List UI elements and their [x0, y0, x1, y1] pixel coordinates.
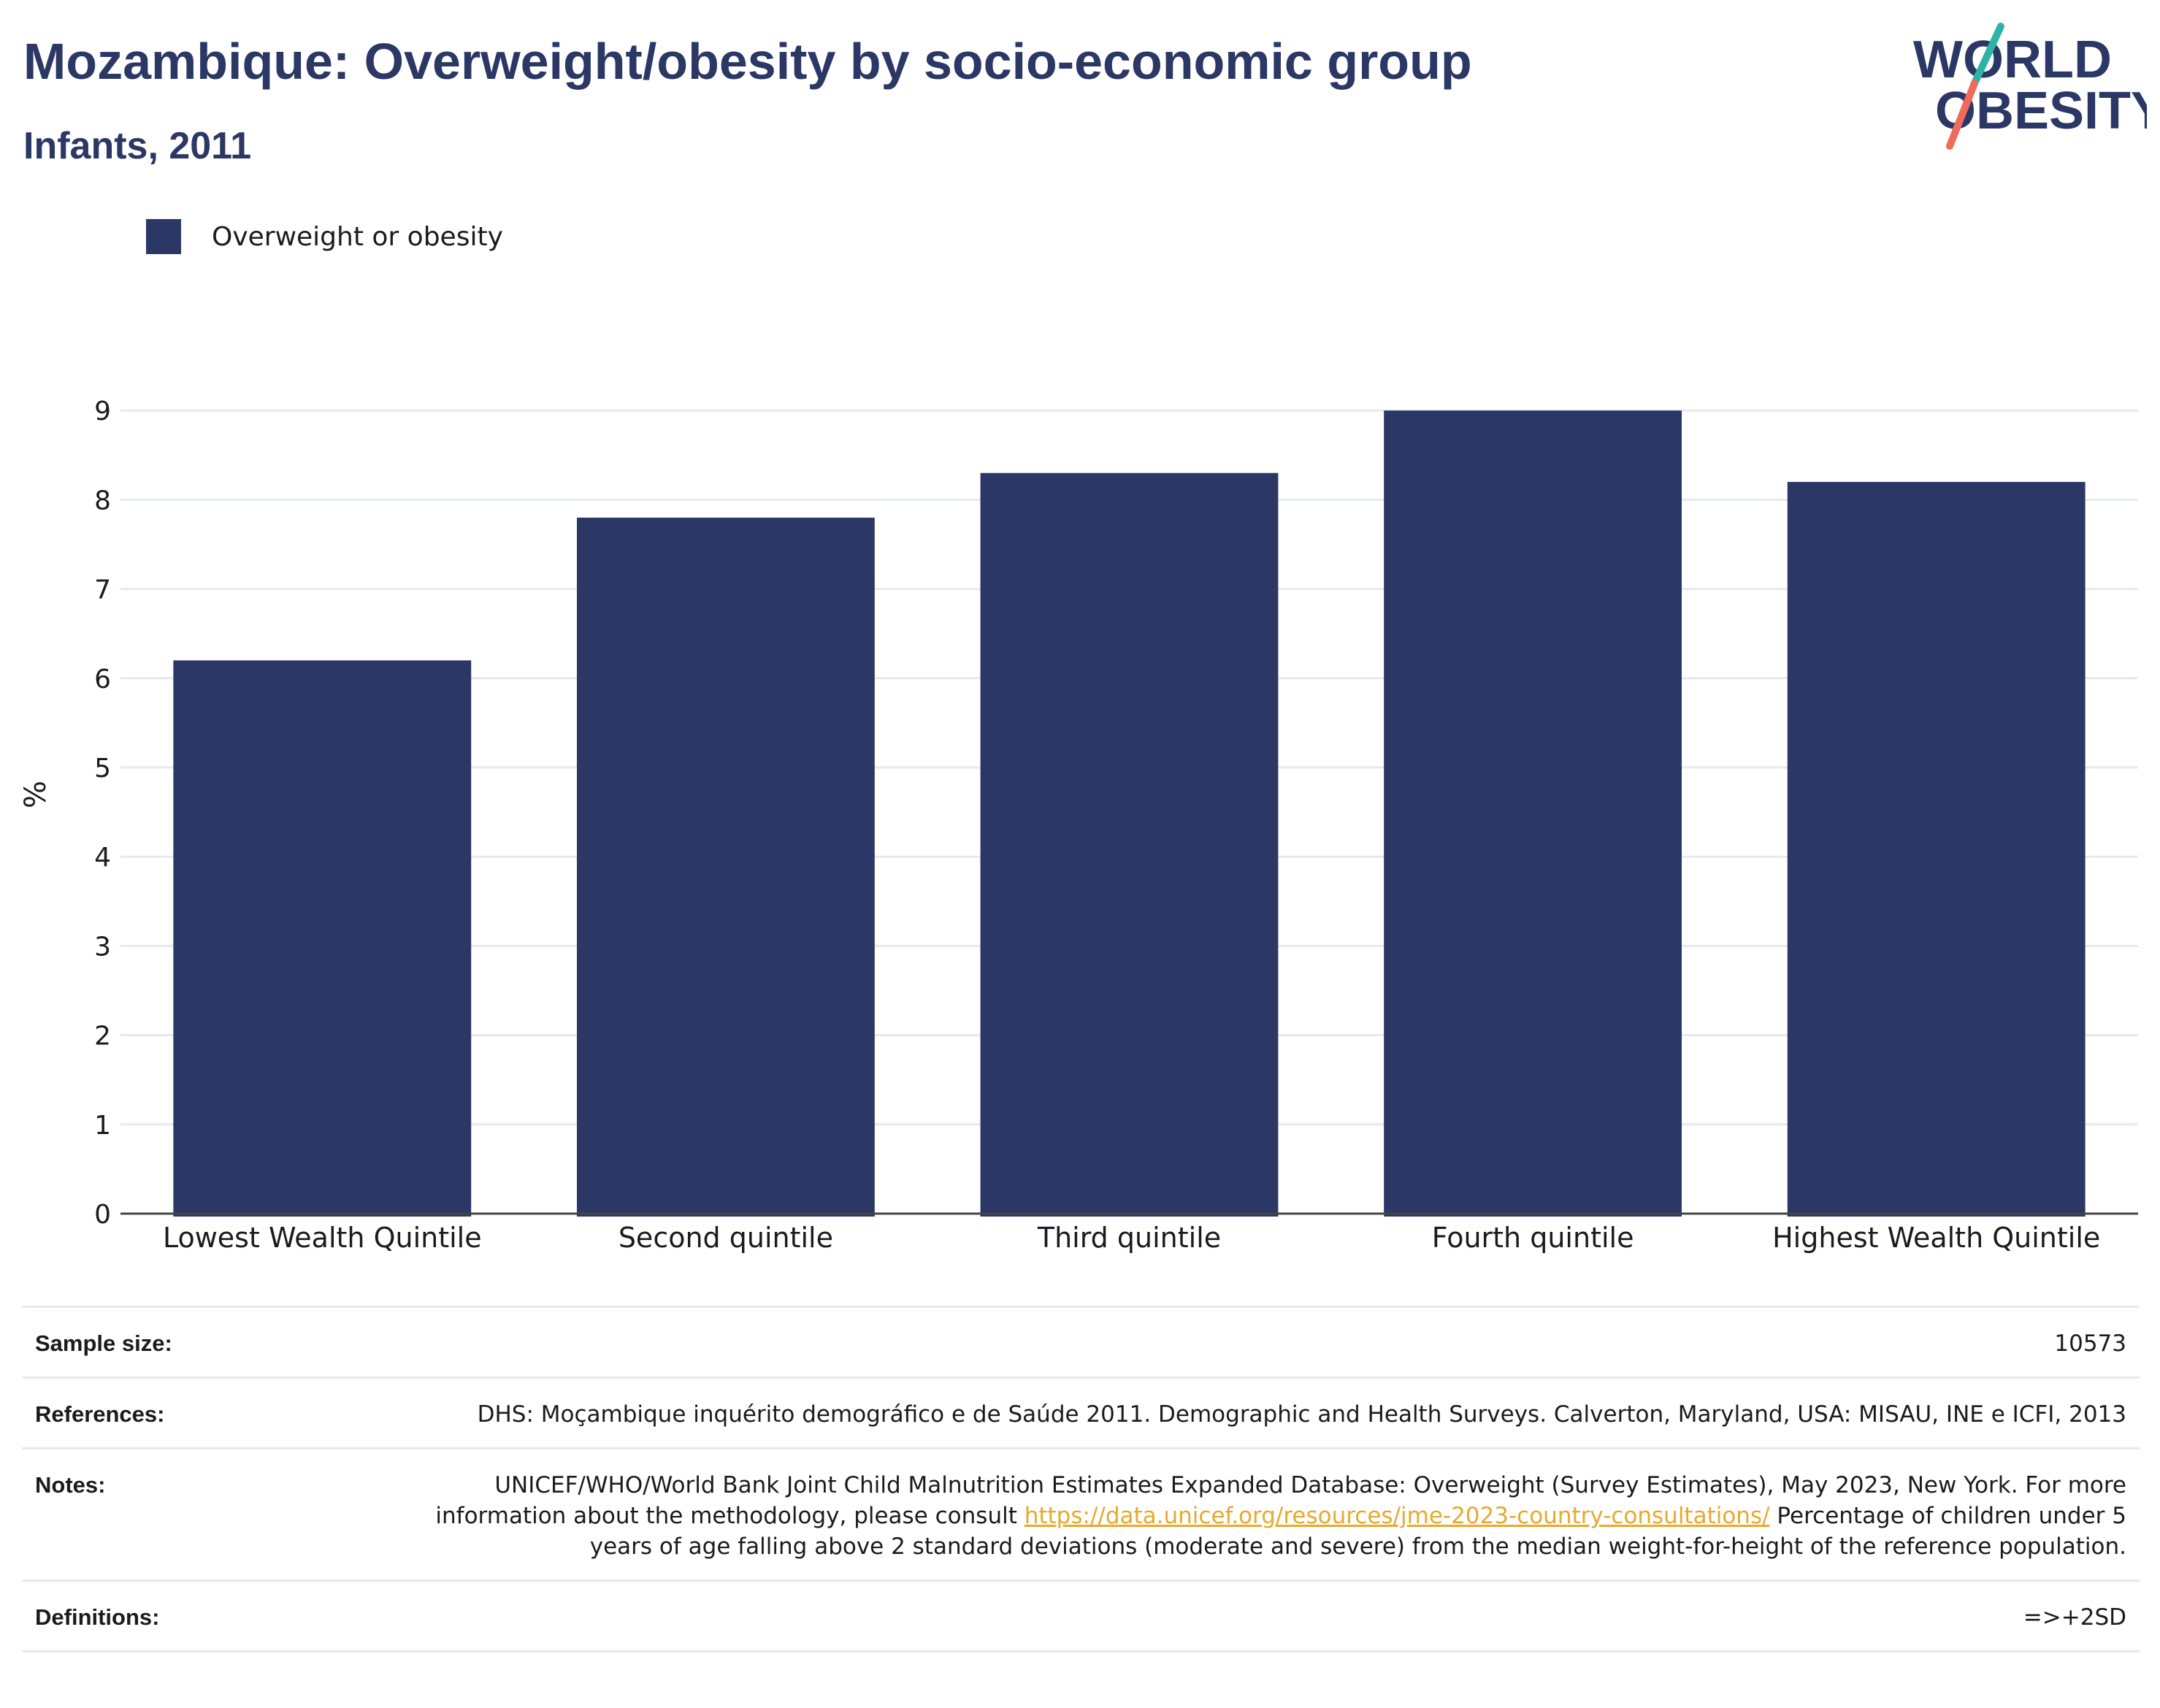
bar-highest-wealth-quintile: [1787, 481, 2086, 1217]
logo-slash-teal: [1971, 23, 2004, 87]
x-tick-label: Lowest Wealth Quintile: [163, 1222, 482, 1254]
y-tick-label: 6: [94, 665, 111, 694]
y-tick-label: 7: [94, 575, 111, 605]
sample-size-row: Sample size: 10573: [22, 1306, 2140, 1376]
logo-slash-coral: [1946, 80, 1978, 150]
bar-fourth-quintile: [1384, 410, 1682, 1217]
y-tick-label: 0: [94, 1200, 111, 1230]
legend-swatch: [146, 219, 181, 254]
y-tick-label: 4: [94, 843, 111, 873]
definitions-row: Definitions: =>+2SD: [22, 1579, 2140, 1653]
chart-title: Mozambique: Overweight/obesity by socio-…: [23, 33, 1472, 90]
notes-row: Notes: UNICEF/WHO/World Bank Joint Child…: [22, 1447, 2140, 1579]
x-tick-label: Second quintile: [618, 1222, 833, 1254]
x-tick-label: Highest Wealth Quintile: [1772, 1222, 2100, 1254]
notes-text-2: Percentage of children under 5 years of …: [589, 1503, 2126, 1560]
y-tick-label: 1: [94, 1111, 111, 1141]
y-tick-label: 8: [94, 486, 111, 516]
axes: 0 1 2 3 4 5 6 7 8 9 Lowest Wealth Quintile Second q…: [19, 397, 2138, 1254]
y-tick-label: 5: [94, 754, 111, 784]
sample-size-value: 10573: [2054, 1330, 2126, 1357]
chart-subtitle: Infants, 2011: [23, 125, 252, 167]
notes-label: Notes:: [35, 1472, 106, 1498]
bar-lowest-wealth-quintile: [173, 660, 472, 1217]
references-row: References: DHS: Moçambique inquérito de…: [22, 1376, 2140, 1447]
notes-value: UNICEF/WHO/World Bank Joint Child Malnut…: [418, 1470, 2126, 1562]
definitions-label: Definitions:: [35, 1604, 160, 1630]
bar-third-quintile: [980, 472, 1279, 1217]
info-table: Sample size: 10573 References: DHS: Moça…: [22, 1306, 2140, 1653]
x-tick-label: Third quintile: [1037, 1222, 1221, 1254]
definitions-value: =>+2SD: [2023, 1604, 2126, 1631]
y-tick-label: 3: [94, 932, 111, 962]
bar-chart: 0 1 2 3 4 5 6 7 8 9 Lowest Wealth Quintile Second q…: [19, 219, 2138, 1254]
logo-word-world: WORLD: [1913, 31, 2112, 89]
world-obesity-logo: WORLD OBESITY: [1913, 23, 2147, 150]
sample-size-label: Sample size:: [35, 1330, 172, 1356]
x-tick-label: Fourth quintile: [1432, 1222, 1634, 1254]
notes-text-1: UNICEF/WHO/World Bank Joint Child Malnut…: [435, 1472, 2126, 1529]
legend-label: Overweight or obesity: [212, 222, 503, 252]
references-label: References:: [35, 1401, 165, 1427]
notes-link[interactable]: https://data.unicef.org/resources/jme-20…: [1024, 1503, 1770, 1529]
bars: [173, 410, 2086, 1217]
y-axis-title: %: [19, 781, 53, 808]
y-tick-label: 9: [94, 397, 111, 426]
references-value: DHS: Moçambique inquérito demográfico e …: [477, 1401, 2126, 1428]
y-tick-label: 2: [94, 1022, 111, 1052]
legend: Overweight or obesity: [146, 219, 503, 254]
bar-second-quintile: [576, 517, 875, 1217]
